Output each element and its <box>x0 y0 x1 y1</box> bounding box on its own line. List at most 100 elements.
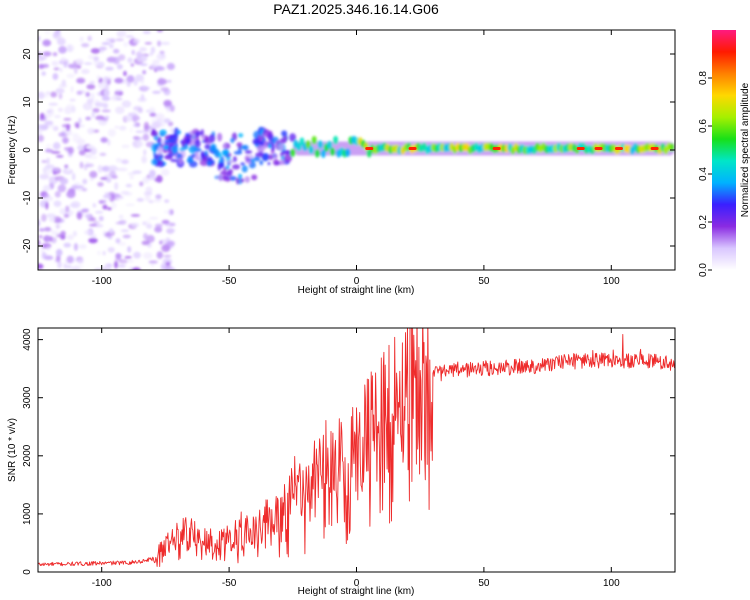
heatmap-noise-blob <box>150 46 156 54</box>
heatmap-noise-blob <box>66 123 71 132</box>
heatmap-noise-blob <box>143 121 150 130</box>
heatmap-noise-blob <box>46 245 51 251</box>
heatmap-noise-blob <box>115 252 122 260</box>
colorbar-tick-label: 0.0 <box>698 263 709 277</box>
heatmap-noise-blob <box>39 112 45 120</box>
heatmap-noise-blob <box>93 56 100 62</box>
colorbar: 0.0 0.2 0.4 0.6 0.8 Normalized spectral ampl… <box>698 30 750 277</box>
heatmap-noise-blob <box>135 51 143 58</box>
heatmap-noise-blob <box>125 203 135 207</box>
heatmap-noise-blob <box>55 154 64 158</box>
heatmap-noise-blob <box>157 40 162 47</box>
heatmap-noise-blob <box>91 111 95 118</box>
heatmap-noise-blob <box>114 260 118 269</box>
heatmap-noise-blob <box>170 127 174 134</box>
heatmap-noise-blob <box>132 123 139 127</box>
heatmap-noise-blob <box>81 68 90 75</box>
heatmap-noise-blob <box>97 250 101 256</box>
heatmap-noise-blob <box>38 134 45 142</box>
heatmap-noise-blob <box>131 49 135 56</box>
heatmap-noise-blob <box>38 35 41 42</box>
heatmap-transition-blob <box>204 143 211 150</box>
heatmap-tone-segment <box>345 148 351 157</box>
heatmap-noise-blob <box>39 173 50 180</box>
heatmap-tone-segment <box>305 140 311 149</box>
heatmap-noise-blob <box>127 57 133 64</box>
heatmap-noise-blob <box>135 130 144 133</box>
heatmap-noise-blob <box>103 88 110 97</box>
heatmap-noise-blob <box>97 181 104 187</box>
heatmap-noise-blob <box>66 234 74 241</box>
heatmap-tone-segment <box>311 135 317 145</box>
y-tick-label: 4000 <box>22 328 33 351</box>
heatmap-transition-blob <box>237 173 243 180</box>
heatmap-noise-blob <box>142 30 151 34</box>
heatmap-peak <box>614 147 623 151</box>
heatmap-noise-blob <box>87 35 92 42</box>
heatmap-noise-blob <box>64 164 69 169</box>
heatmap-noise-blob <box>160 51 165 57</box>
heatmap-noise-blob <box>153 198 162 203</box>
heatmap-noise-blob <box>65 205 70 213</box>
heatmap-noise-blob <box>96 224 104 228</box>
heatmap-noise-blob <box>91 233 97 239</box>
heatmap-noise-blob <box>85 92 91 97</box>
heatmap-noise-blob <box>83 230 92 235</box>
heatmap-noise-blob <box>51 167 60 172</box>
heatmap-transition-blob <box>232 156 237 163</box>
heatmap-noise-blob <box>80 209 89 213</box>
heatmap-transition-blob <box>199 159 209 167</box>
heatmap-transition-blob <box>259 160 264 166</box>
heatmap-noise-blob <box>133 79 138 86</box>
heatmap-noise-blob <box>142 252 153 260</box>
heatmap-noise-blob <box>165 261 171 266</box>
heatmap-noise-blob <box>70 85 74 93</box>
heatmap-noise-blob <box>85 116 92 121</box>
heatmap-noise-blob <box>140 79 145 85</box>
heatmap-noise-blob <box>132 38 141 44</box>
heatmap-transition-blob <box>153 144 159 151</box>
heatmap-noise-blob <box>75 185 84 189</box>
heatmap-noise-blob <box>88 156 98 159</box>
heatmap-noise-blob <box>141 155 147 164</box>
heatmap-noise-blob <box>104 84 110 90</box>
heatmap-noise-blob <box>41 71 46 76</box>
heatmap-noise-blob <box>90 48 101 54</box>
y-tick-label: -10 <box>22 190 33 205</box>
heatmap-transition-blob <box>206 160 212 167</box>
heatmap-noise-blob <box>105 66 114 71</box>
heatmap-noise-blob <box>44 227 52 232</box>
heatmap-noise-blob <box>43 185 51 191</box>
heatmap-noise-blob <box>70 46 75 50</box>
y-tick-label: 2000 <box>22 444 33 467</box>
heatmap-noise-blob <box>46 169 53 175</box>
heatmap-noise-blob <box>139 47 147 52</box>
heatmap-transition-blob <box>210 143 217 152</box>
heatmap-transition-blob <box>267 143 272 149</box>
x-tick-label: -50 <box>222 276 237 287</box>
heatmap-noise-blob <box>101 42 111 45</box>
heatmap-noise-blob <box>156 174 163 183</box>
heatmap-transition-blob <box>208 134 216 143</box>
heatmap-noise-blob <box>73 67 78 75</box>
heatmap-noise-blob <box>78 124 85 128</box>
heatmap-noise-blob <box>54 191 61 198</box>
heatmap-noise-blob <box>149 112 157 117</box>
heatmap-noise-blob <box>142 133 150 141</box>
heatmap-transition-blob <box>217 132 223 142</box>
heatmap-noise-blob <box>76 77 86 84</box>
heatmap-transition-blob <box>217 176 224 180</box>
heatmap-noise-blob <box>41 213 47 222</box>
heatmap-noise-blob <box>45 91 51 95</box>
heatmap-noise-blob <box>125 35 134 38</box>
heatmap-transition-blob <box>236 177 240 185</box>
heatmap-noise-blob <box>65 265 72 269</box>
heatmap-transition-blob <box>248 154 254 159</box>
heatmap-noise-blob <box>45 196 54 202</box>
heatmap-noise-blob <box>127 112 133 116</box>
chart-title: PAZ1.2025.346.16.14.G06 <box>273 1 439 17</box>
x-tick-label: 100 <box>603 276 620 287</box>
heatmap-noise-blob <box>59 208 66 215</box>
heatmap-noise-blob <box>140 93 145 101</box>
heatmap-noise-blob <box>78 117 82 124</box>
